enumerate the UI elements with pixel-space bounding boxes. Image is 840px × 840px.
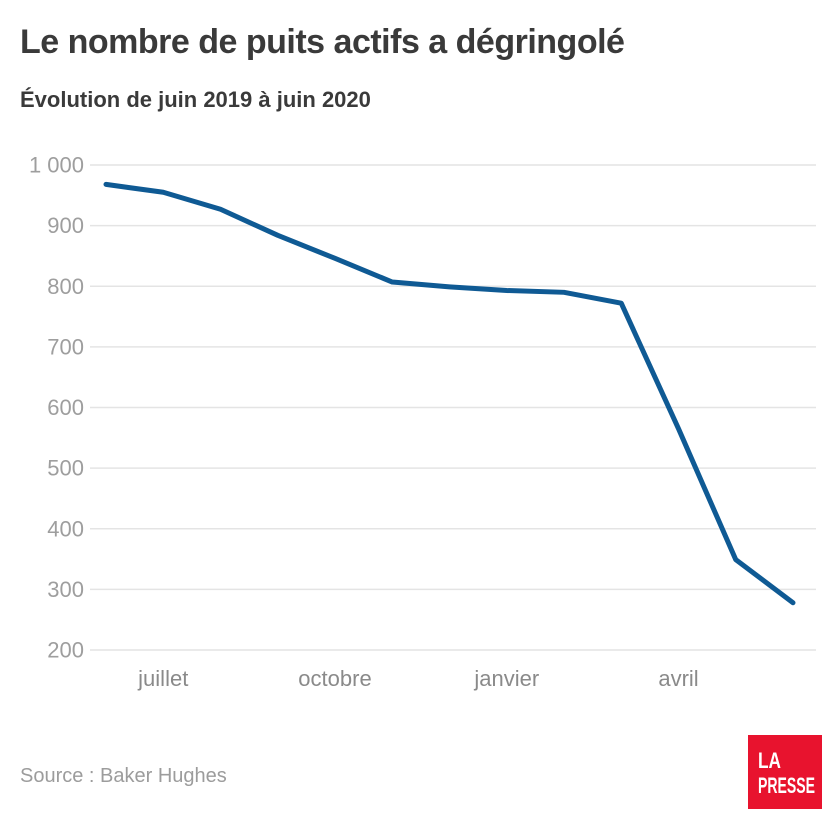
x-tick-label: janvier xyxy=(473,666,539,691)
y-tick-label: 600 xyxy=(47,395,84,420)
y-tick-label: 900 xyxy=(47,213,84,238)
y-tick-label: 700 xyxy=(47,334,84,359)
logo-background xyxy=(748,735,822,809)
y-tick-label: 500 xyxy=(47,456,84,481)
y-tick-label: 400 xyxy=(47,516,84,541)
x-tick-label: juillet xyxy=(137,666,188,691)
line-chart: 1 000 900 800 700 600 500 400 300 200 juillet octo… xyxy=(29,153,816,691)
x-tick-label: octobre xyxy=(298,666,371,691)
y-tick-label: 300 xyxy=(47,577,84,602)
source-label: Source : Baker Hughes xyxy=(20,765,227,787)
logo-text-la: LA xyxy=(758,748,781,773)
y-tick-label: 1 000 xyxy=(29,153,84,178)
lapresse-logo: LA PRESSE xyxy=(748,735,822,809)
y-tick-label: 200 xyxy=(47,638,84,663)
chart-subtitle: Évolution de juin 2019 à juin 2020 xyxy=(20,87,371,112)
page-title: Le nombre de puits actifs a dégringolé xyxy=(20,23,625,61)
data-line xyxy=(103,181,796,606)
y-tick-label: 800 xyxy=(47,274,84,299)
lapresse-logo-graphic: LA PRESSE xyxy=(748,735,822,809)
logo-text-presse: PRESSE xyxy=(758,773,815,798)
x-tick-label: avril xyxy=(658,666,698,691)
